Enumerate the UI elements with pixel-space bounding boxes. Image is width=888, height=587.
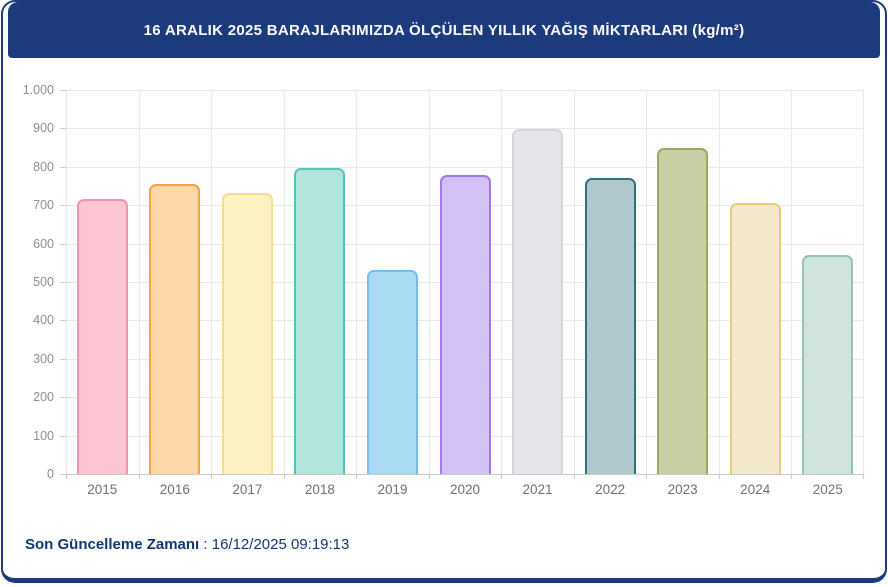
y-tick-mark [60,474,66,475]
x-tick-label-2019: 2019 [377,482,408,497]
bar-chart-plot-area [60,90,864,479]
bar-2021[interactable] [512,129,564,474]
gridline [66,90,864,91]
x-axis-line [66,474,864,475]
gridline-vertical [719,90,720,474]
x-tick-mark [66,474,67,479]
y-tick-mark [60,166,66,168]
x-tick-label-2022: 2022 [595,482,626,497]
x-tick-mark [791,474,792,479]
gridline-vertical [211,90,212,474]
gridline [66,166,864,168]
last-update-separator: : [199,536,212,553]
bar-2017[interactable] [221,192,273,474]
x-tick-mark [139,474,140,479]
x-axis-labels: 2015 2016 2017 2018 2019 2020 2021 2022 2023 2024… [66,482,864,497]
x-tick-mark [719,474,720,479]
bar-2016[interactable] [149,183,201,474]
last-update-value: 16/12/2025 09:19:13 [211,536,350,553]
x-tick-label-2015: 2015 [87,482,118,497]
bar-2015[interactable] [76,198,128,474]
gridline-vertical [356,90,357,474]
x-tick-label-2024: 2024 [740,482,771,497]
x-tick-mark [429,474,430,479]
y-tick-mark [60,320,66,322]
gridline-vertical [66,90,67,474]
y-tick-mark [60,243,66,245]
x-tick-label-2016: 2016 [159,482,190,497]
gridline-vertical [139,90,140,474]
x-tick-mark [284,474,285,479]
y-tick-label: 400 [33,313,54,328]
bar-2023[interactable] [657,147,709,474]
x-tick-label-2021: 2021 [522,482,553,497]
x-tick-mark [501,474,502,479]
gridline-vertical [863,90,864,474]
bar-2019[interactable] [366,270,418,474]
y-axis-labels: 0 100 200 300 400 500 600 700 800 900 1.000 [0,83,58,481]
y-tick-mark [60,128,66,130]
y-tick-label: 0 [47,467,54,481]
gridline-vertical [501,90,502,474]
gridline-vertical [574,90,575,474]
y-tick-label: 800 [33,159,54,174]
gridline-vertical [791,90,792,474]
y-tick-label: 700 [33,198,54,213]
y-tick-mark [60,358,66,360]
bar-2022[interactable] [584,177,636,474]
y-tick-mark [60,397,66,399]
y-tick-label: 900 [33,121,54,136]
x-tick-mark [646,474,647,479]
bar-2024[interactable] [729,203,781,474]
y-tick-label: 1.000 [22,83,54,97]
chart-title-bar: 16 ARALIK 2025 BARAJLARIMIZDA ÖLÇÜLEN YI… [8,2,880,58]
x-tick-label-2020: 2020 [449,482,481,497]
x-tick-mark [574,474,575,479]
bar-2025[interactable] [802,254,854,474]
y-tick-label: 200 [33,390,54,405]
x-tick-mark [211,474,212,479]
last-update-label: Son Güncelleme Zamanı [25,536,200,553]
x-tick-label-2018: 2018 [304,482,335,497]
gridline [66,128,864,130]
gridline-vertical [284,90,285,474]
gridline-vertical [429,90,430,474]
y-tick-label: 500 [33,275,54,289]
x-tick-label-2023: 2023 [667,482,698,497]
y-tick-mark [60,282,66,283]
last-update-text: Son Güncelleme Zamanı : 16/12/2025 09:19… [25,536,349,553]
y-tick-label: 100 [33,428,54,443]
y-tick-mark [60,205,66,207]
x-tick-label-2017: 2017 [232,482,263,497]
y-tick-label: 300 [33,351,54,366]
x-tick-label-2025: 2025 [812,482,843,497]
page-title: 16 ARALIK 2025 BARAJLARIMIZDA ÖLÇÜLEN YI… [143,21,745,39]
x-tick-mark [356,474,357,479]
y-tick-mark [60,435,66,437]
bar-2018[interactable] [294,167,346,474]
bar-2020[interactable] [439,175,491,474]
x-tick-mark [863,474,864,479]
gridline-vertical [646,90,647,474]
y-tick-mark [60,90,66,91]
y-tick-label: 600 [33,236,54,251]
